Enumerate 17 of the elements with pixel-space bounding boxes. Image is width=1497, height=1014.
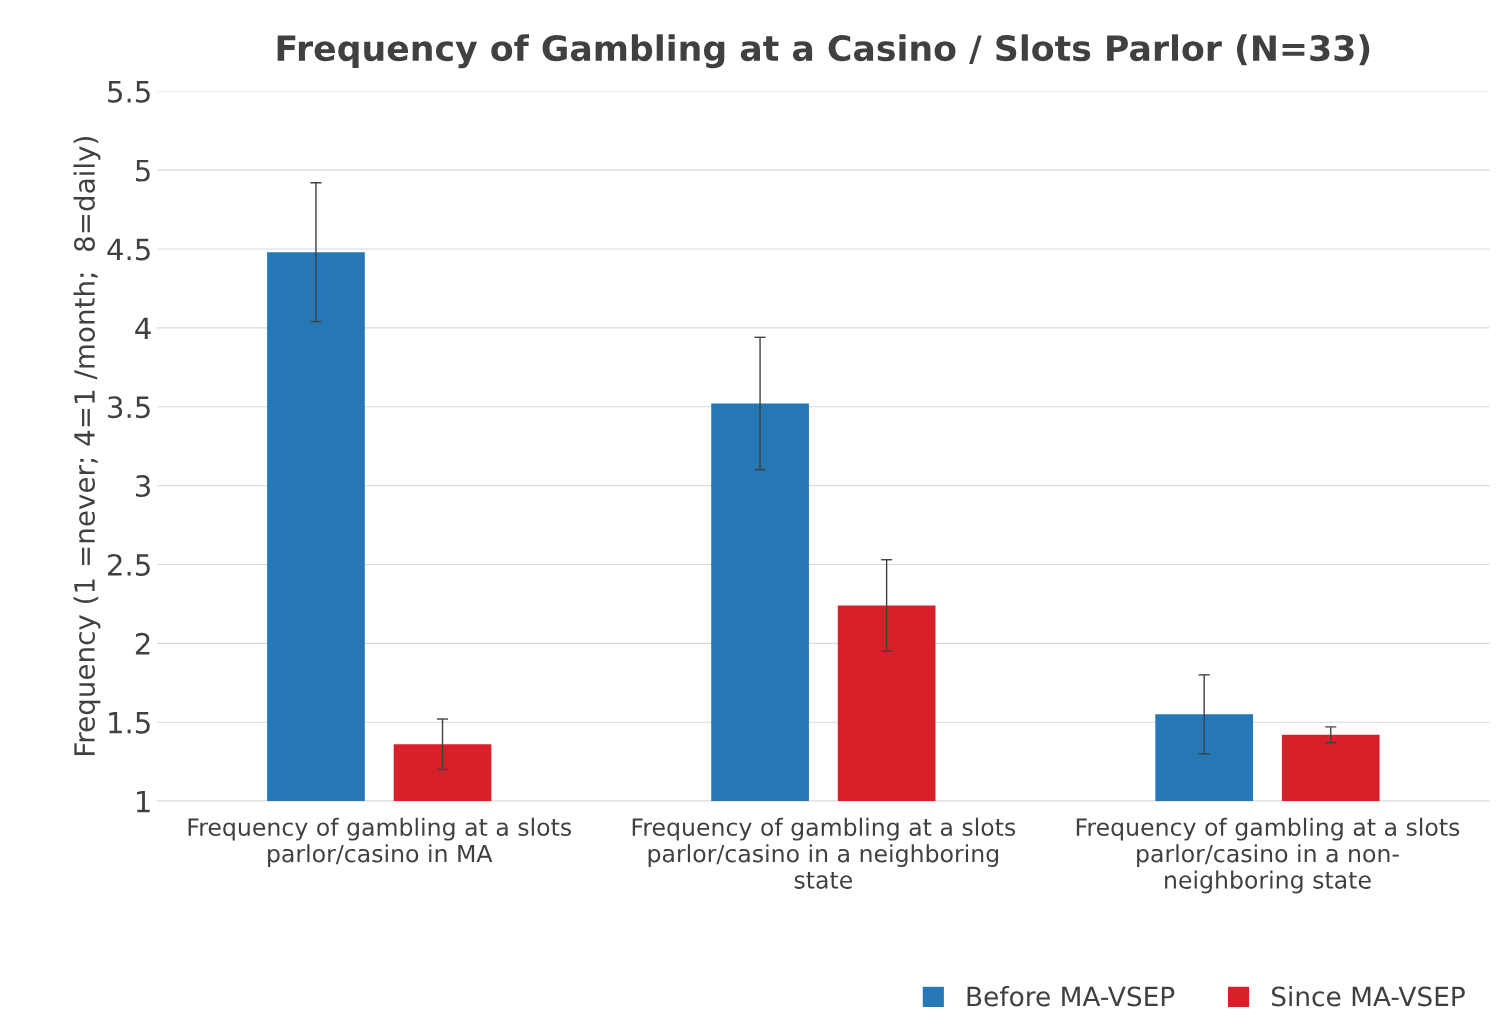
y-tick-label: 3 <box>135 475 150 498</box>
y-tick-label: 4 <box>135 317 151 339</box>
y-tick-label: 2.5 <box>108 553 150 576</box>
y-tick-label: 4.5 <box>107 238 150 261</box>
y-axis-title: Frequency (1 =never; 4=1 /month; 8=daily) <box>73 137 101 755</box>
y-tick-label: 1.5 <box>109 712 150 734</box>
y-tick-label: 1 <box>136 790 150 813</box>
y-tick-label: 3.5 <box>108 396 150 419</box>
y-tick-label: 2 <box>135 632 150 655</box>
y-tick-label: 5.5 <box>108 81 150 103</box>
x-tick-label: Frequency of gambling at a slots parlor/casino in a neighboring state <box>632 817 1016 889</box>
x-tick-label: Frequency of gambling at a slots parlor/casino in a non-neighboring state <box>1076 817 1460 894</box>
legend-label: Since MA-VSEP <box>1271 986 1465 1007</box>
x-tick-label: Frequency of gambling at a slots parlor/casino in MA <box>188 817 571 868</box>
legend-label: Before MA-VSEP <box>967 986 1175 1007</box>
chart-title: Frequency of Gambling at a Casino / Slots Parlor (N=33) <box>277 34 1370 69</box>
y-tick-label: 5 <box>136 159 150 182</box>
